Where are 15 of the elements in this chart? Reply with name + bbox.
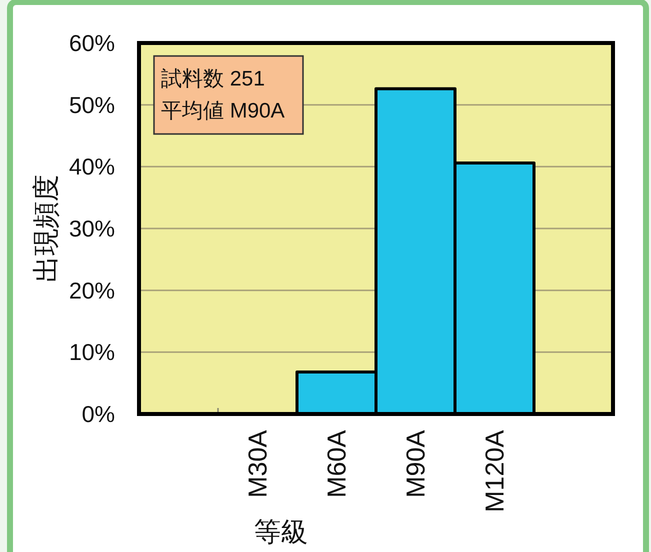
x-tick-label: M90A	[400, 429, 430, 498]
x-tick-label: M60A	[322, 429, 352, 498]
y-tick-label: 0%	[82, 401, 115, 427]
y-tick-label: 50%	[68, 92, 115, 118]
y-tick-label: 30%	[68, 216, 115, 242]
annotation: 試料数 251	[161, 68, 265, 90]
x-tick-label: M120A	[480, 429, 510, 512]
y-tick-label: 20%	[68, 277, 115, 304]
y-tick-label: 40%	[68, 154, 115, 180]
y-tick-label: 10%	[68, 339, 115, 366]
y-axis-title: 出現頻度	[31, 174, 61, 282]
x-tick-label: M30A	[242, 429, 272, 498]
annotation: 平均値 M90A	[161, 100, 285, 122]
y-tick-label: 60%	[68, 30, 115, 56]
x-axis-title: 等級	[254, 517, 308, 547]
